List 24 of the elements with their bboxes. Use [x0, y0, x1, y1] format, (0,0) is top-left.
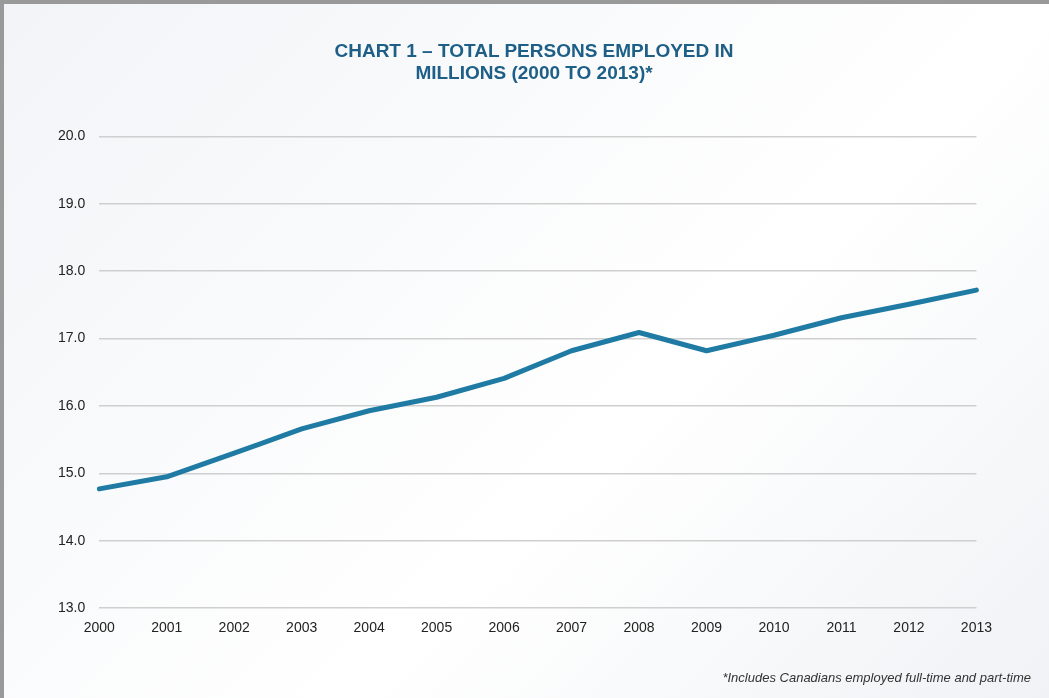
x-tick-label: 2010 — [758, 619, 790, 636]
y-tick-label: 19.0 — [58, 194, 86, 211]
x-tick-label: 2001 — [151, 619, 183, 636]
x-tick-label: 2002 — [218, 619, 250, 636]
x-tick-label: 2011 — [826, 619, 857, 636]
y-tick-label: 16.0 — [58, 396, 86, 413]
x-tick-label: 2007 — [556, 619, 588, 636]
x-tick-label: 2000 — [83, 619, 116, 636]
y-tick-label: 18.0 — [58, 262, 86, 279]
x-tick-label: 2012 — [893, 619, 925, 636]
y-tick-label: 14.0 — [58, 531, 86, 548]
y-tick-label: 20.0 — [58, 127, 86, 144]
x-tick-label: 2005 — [421, 619, 453, 636]
text: *Includes Canadians employed full-time and part-time — [722, 670, 1031, 685]
x-tick-label: 2009 — [690, 619, 723, 636]
y-tick-label: 13.0 — [58, 599, 86, 616]
x-tick-label: 2013 — [960, 619, 993, 636]
y-tick-label: 15.0 — [58, 464, 86, 481]
x-tick-label: 2003 — [286, 619, 318, 636]
x-tick-label: 2008 — [623, 619, 655, 636]
x-tick-label: 2004 — [353, 619, 385, 636]
y-tick-label: 17.0 — [58, 329, 86, 346]
x-tick-label: 2006 — [488, 619, 520, 636]
chart-title: CHART 1 – TOTAL PERSONS EMPLOYED IN MILLIONS (2000 TO 2013)* — [334, 40, 734, 84]
